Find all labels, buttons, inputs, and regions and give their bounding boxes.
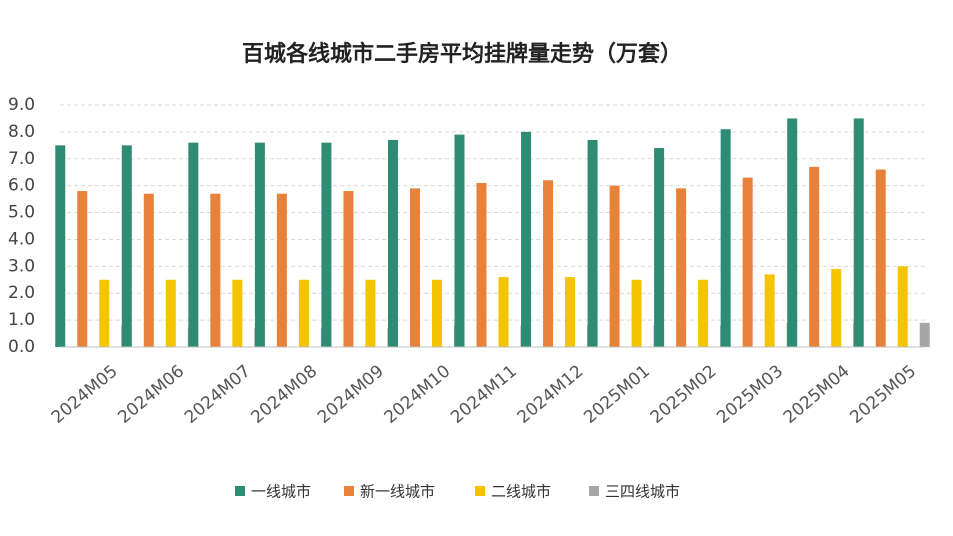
x-tick-label: 2024M09 bbox=[314, 361, 388, 427]
bar bbox=[476, 182, 487, 347]
x-tick-label: 2025M01 bbox=[580, 361, 654, 427]
y-tick-label: 1.0 bbox=[8, 310, 35, 330]
bar bbox=[831, 269, 842, 347]
legend-swatch bbox=[589, 486, 599, 496]
bar bbox=[897, 266, 908, 347]
bar bbox=[298, 279, 309, 347]
x-tick-label: 2025M04 bbox=[780, 361, 854, 427]
bar bbox=[232, 279, 243, 347]
legend-label: 二线城市 bbox=[491, 483, 551, 501]
y-tick-label: 8.0 bbox=[8, 122, 35, 142]
x-tick-label: 2024M05 bbox=[48, 361, 122, 427]
y-tick-label: 4.0 bbox=[8, 229, 35, 249]
bar bbox=[188, 142, 199, 347]
y-tick-label: 9.0 bbox=[8, 95, 35, 115]
bar bbox=[764, 274, 775, 347]
bar bbox=[343, 191, 354, 347]
x-tick-label: 2024M10 bbox=[381, 361, 455, 427]
bar bbox=[521, 131, 532, 347]
bar bbox=[365, 279, 376, 347]
x-tick-label: 2024M08 bbox=[247, 361, 321, 427]
bar bbox=[698, 279, 709, 347]
bar bbox=[55, 145, 66, 347]
bar bbox=[720, 129, 731, 347]
legend-swatch bbox=[475, 486, 485, 496]
y-tick-label: 3.0 bbox=[8, 256, 35, 276]
x-tick-label: 2025M02 bbox=[647, 361, 721, 427]
y-tick-label: 2.0 bbox=[8, 283, 35, 303]
bar bbox=[787, 118, 798, 347]
bar bbox=[165, 279, 176, 347]
x-tick-label: 2025M03 bbox=[713, 361, 787, 427]
bar bbox=[676, 188, 687, 347]
legend-label: 新一线城市 bbox=[360, 483, 435, 501]
bar bbox=[919, 322, 930, 347]
y-tick-label: 7.0 bbox=[8, 149, 35, 169]
bar bbox=[276, 193, 287, 347]
bar bbox=[143, 193, 154, 347]
legend-label: 一线城市 bbox=[251, 483, 311, 501]
legend-swatch bbox=[235, 486, 245, 496]
bar bbox=[454, 134, 465, 347]
bar bbox=[121, 145, 132, 347]
bar bbox=[565, 277, 576, 347]
y-tick-label: 6.0 bbox=[8, 176, 35, 196]
y-tick-label: 0.0 bbox=[8, 337, 35, 357]
bar bbox=[742, 177, 753, 347]
bar bbox=[431, 279, 442, 347]
bar bbox=[587, 139, 598, 347]
bar bbox=[654, 148, 665, 347]
x-tick-label: 2024M06 bbox=[114, 361, 188, 427]
bar bbox=[254, 142, 265, 347]
chart-title: 百城各线城市二手房平均挂牌量走势（万套） bbox=[242, 41, 682, 67]
x-tick-label: 2024M11 bbox=[447, 361, 521, 427]
bar bbox=[409, 188, 420, 347]
x-tick-label: 2025M05 bbox=[846, 361, 920, 427]
x-tick-label: 2024M12 bbox=[514, 361, 588, 427]
bar bbox=[609, 185, 620, 347]
bar bbox=[631, 279, 642, 347]
y-tick-label: 5.0 bbox=[8, 203, 35, 223]
bar bbox=[875, 169, 886, 347]
bar bbox=[210, 193, 221, 347]
legend-swatch bbox=[344, 486, 354, 496]
bar bbox=[498, 277, 509, 347]
bar bbox=[853, 118, 864, 347]
x-tick-label: 2024M07 bbox=[181, 361, 255, 427]
bar bbox=[99, 279, 110, 347]
legend-label: 三四线城市 bbox=[605, 483, 680, 501]
bar bbox=[77, 191, 88, 347]
bar bbox=[387, 139, 398, 347]
bar bbox=[321, 142, 332, 347]
bar bbox=[809, 166, 820, 347]
bar bbox=[543, 180, 554, 347]
